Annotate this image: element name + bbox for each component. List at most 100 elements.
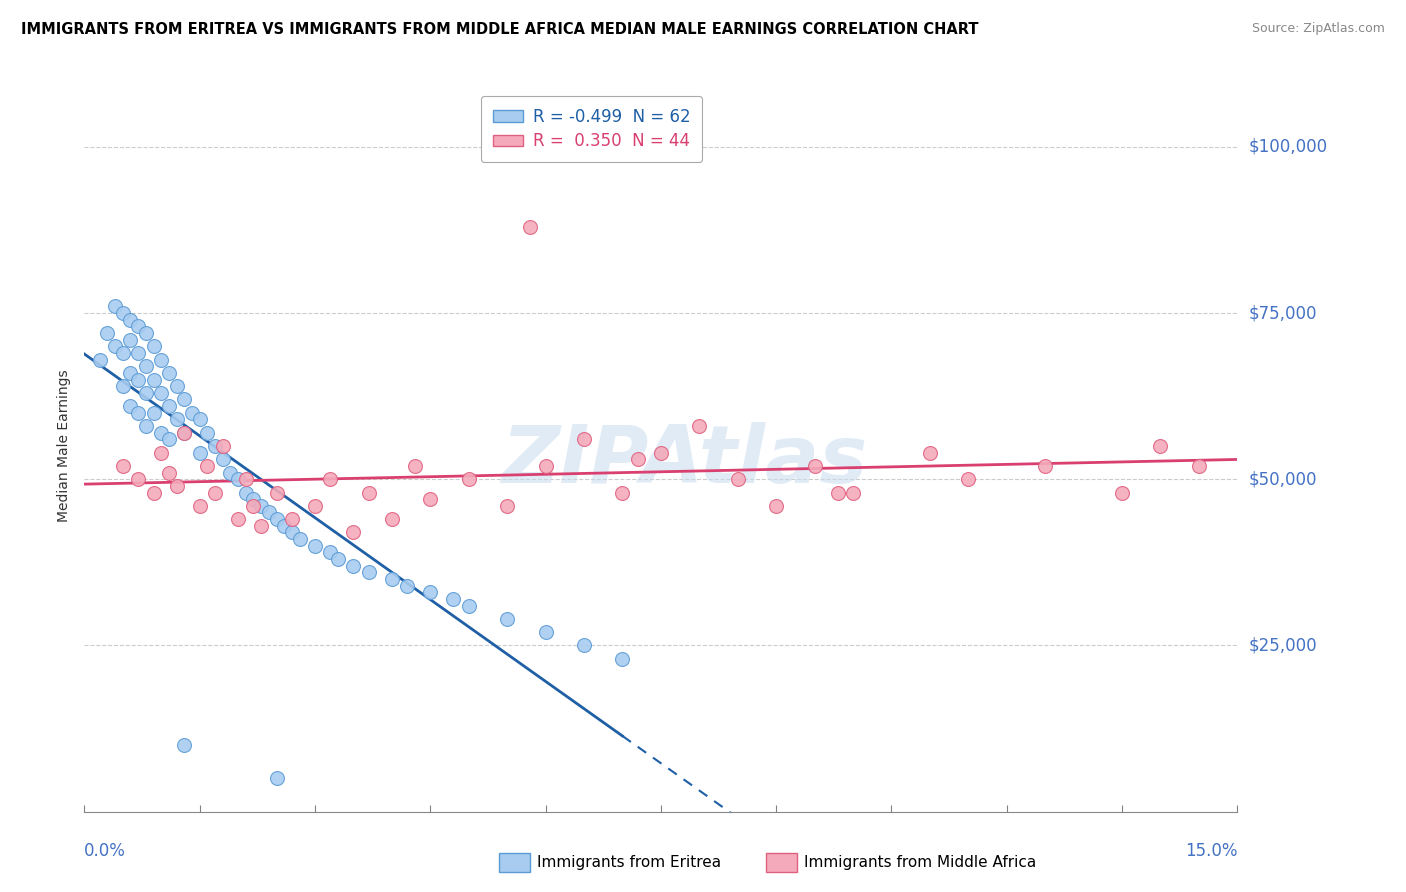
Point bbox=[404, 458, 426, 473]
Point bbox=[357, 485, 380, 500]
Point bbox=[142, 406, 165, 420]
Point bbox=[150, 352, 173, 367]
Point bbox=[157, 466, 180, 480]
Text: $75,000: $75,000 bbox=[1249, 304, 1317, 322]
Point bbox=[827, 485, 849, 500]
Point bbox=[219, 466, 242, 480]
Point bbox=[842, 485, 865, 500]
Point bbox=[235, 485, 257, 500]
Point bbox=[226, 472, 249, 486]
Text: ZIPAtlas: ZIPAtlas bbox=[501, 422, 868, 500]
Point bbox=[281, 512, 304, 526]
Point bbox=[120, 366, 142, 380]
Text: $50,000: $50,000 bbox=[1249, 470, 1317, 488]
Point bbox=[612, 652, 634, 666]
Text: Source: ZipAtlas.com: Source: ZipAtlas.com bbox=[1251, 22, 1385, 36]
Point bbox=[127, 319, 149, 334]
Point bbox=[803, 458, 825, 473]
Point bbox=[496, 499, 519, 513]
Point bbox=[266, 772, 288, 786]
Point bbox=[135, 326, 157, 340]
Point bbox=[150, 445, 173, 459]
Text: Immigrants from Middle Africa: Immigrants from Middle Africa bbox=[804, 855, 1036, 870]
Point bbox=[211, 452, 233, 467]
Point bbox=[572, 433, 595, 447]
Point bbox=[142, 372, 165, 386]
Point bbox=[266, 485, 288, 500]
Point bbox=[150, 425, 173, 440]
Point bbox=[111, 458, 134, 473]
Point bbox=[195, 425, 218, 440]
Point bbox=[135, 419, 157, 434]
Point bbox=[441, 591, 464, 606]
Text: $100,000: $100,000 bbox=[1249, 137, 1327, 156]
Legend: R = -0.499  N = 62, R =  0.350  N = 44: R = -0.499 N = 62, R = 0.350 N = 44 bbox=[481, 96, 702, 162]
Point bbox=[188, 445, 211, 459]
Point bbox=[319, 545, 342, 559]
Point bbox=[157, 366, 180, 380]
Text: $25,000: $25,000 bbox=[1249, 637, 1317, 655]
Point bbox=[181, 406, 204, 420]
Point bbox=[381, 572, 404, 586]
Point bbox=[419, 585, 441, 599]
Point bbox=[419, 492, 441, 507]
Point bbox=[235, 472, 257, 486]
Point bbox=[627, 452, 650, 467]
Point bbox=[727, 472, 749, 486]
Point bbox=[326, 552, 349, 566]
Point bbox=[342, 525, 364, 540]
Point bbox=[111, 306, 134, 320]
Point bbox=[211, 439, 233, 453]
Point bbox=[1033, 458, 1056, 473]
Point bbox=[250, 499, 273, 513]
Point bbox=[381, 512, 404, 526]
Point bbox=[89, 352, 111, 367]
Point bbox=[142, 339, 165, 353]
Text: 15.0%: 15.0% bbox=[1185, 842, 1237, 860]
Point bbox=[188, 412, 211, 426]
Point bbox=[250, 518, 273, 533]
Text: IMMIGRANTS FROM ERITREA VS IMMIGRANTS FROM MIDDLE AFRICA MEDIAN MALE EARNINGS CO: IMMIGRANTS FROM ERITREA VS IMMIGRANTS FR… bbox=[21, 22, 979, 37]
Point bbox=[342, 558, 364, 573]
Point bbox=[104, 339, 127, 353]
Point bbox=[188, 499, 211, 513]
Point bbox=[242, 492, 264, 507]
Point bbox=[281, 525, 304, 540]
Point bbox=[166, 412, 188, 426]
Point bbox=[150, 385, 173, 400]
Point bbox=[120, 333, 142, 347]
Point bbox=[918, 445, 941, 459]
Point bbox=[157, 399, 180, 413]
Point bbox=[104, 299, 127, 313]
Point bbox=[157, 433, 180, 447]
Point bbox=[1188, 458, 1211, 473]
Point bbox=[242, 499, 264, 513]
Point bbox=[111, 379, 134, 393]
Point bbox=[457, 599, 479, 613]
Point bbox=[127, 372, 149, 386]
Point bbox=[612, 485, 634, 500]
Point bbox=[204, 439, 226, 453]
Point bbox=[111, 346, 134, 360]
Text: 0.0%: 0.0% bbox=[84, 842, 127, 860]
Point bbox=[173, 425, 195, 440]
Point bbox=[173, 425, 195, 440]
Point bbox=[957, 472, 980, 486]
Point bbox=[257, 506, 280, 520]
Point bbox=[319, 472, 342, 486]
Point bbox=[304, 539, 326, 553]
Point bbox=[534, 625, 557, 640]
Point bbox=[534, 458, 557, 473]
Point bbox=[120, 399, 142, 413]
Point bbox=[173, 738, 195, 752]
Point bbox=[135, 359, 157, 374]
Point bbox=[519, 219, 541, 234]
Point bbox=[1111, 485, 1133, 500]
Point bbox=[142, 485, 165, 500]
Point bbox=[288, 532, 311, 546]
Point bbox=[1149, 439, 1171, 453]
Point bbox=[127, 406, 149, 420]
Point bbox=[572, 639, 595, 653]
Point bbox=[173, 392, 195, 407]
Point bbox=[166, 479, 188, 493]
